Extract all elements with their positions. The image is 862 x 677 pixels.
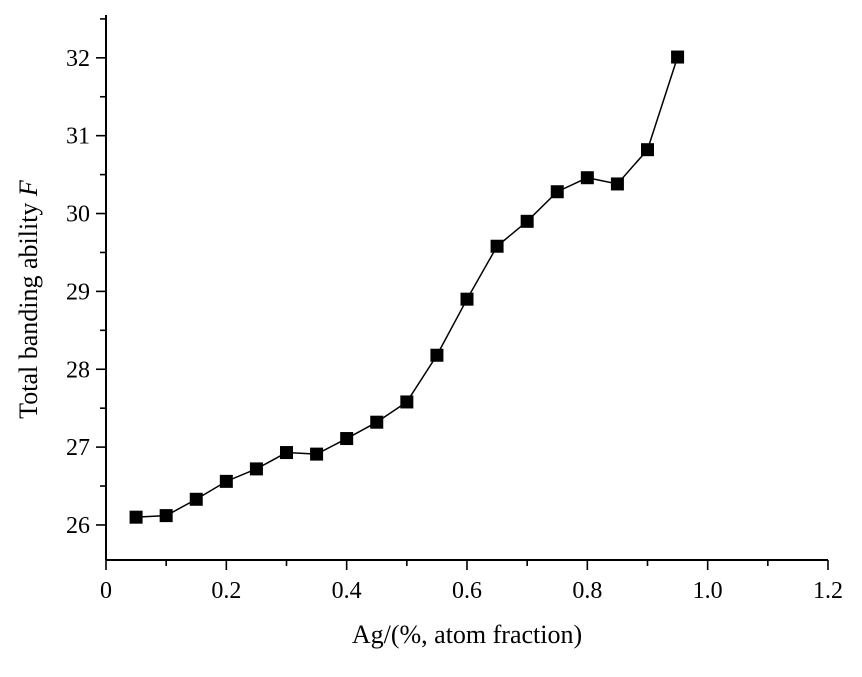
axes <box>105 15 828 561</box>
markers <box>129 50 685 524</box>
data-point <box>400 395 414 409</box>
y-tick-label: 29 <box>66 279 90 305</box>
y-ticks: 26 27 28 29 30 31 32 <box>66 18 106 539</box>
data-point <box>610 177 624 191</box>
x-ticks: 0 0.2 0.4 0.6 0.8 1.0 1.2 <box>100 560 843 604</box>
y-tick-label: 26 <box>66 513 90 539</box>
data-point <box>671 50 685 64</box>
y-tick-label: 27 <box>66 435 90 461</box>
data-point <box>370 415 384 429</box>
x-tick-label: 1.2 <box>813 578 843 604</box>
data-point <box>520 214 534 228</box>
data-point <box>249 462 263 476</box>
x-axis-title: Ag/(%, atom fraction) <box>352 620 582 649</box>
y-axis-title-text: Total banding ability <box>14 203 43 419</box>
data-point <box>580 171 594 185</box>
y-tick-label: 30 <box>66 202 90 228</box>
data-point <box>490 239 504 253</box>
data-point <box>550 185 564 199</box>
x-tick-label: 0 <box>100 578 112 604</box>
series-line <box>136 56 679 518</box>
data-point <box>219 474 233 488</box>
data-point <box>641 143 654 157</box>
y-tick-label: 28 <box>66 357 90 383</box>
data-point <box>280 446 293 460</box>
y-axis-title: Total banding ability F <box>14 179 43 419</box>
data-point <box>129 510 143 524</box>
data-point <box>189 492 203 506</box>
y-axis-title-variable: F <box>14 179 43 197</box>
data-point <box>340 432 354 446</box>
x-tick-label: 0.8 <box>572 578 602 604</box>
x-tick-label: 0.6 <box>452 578 482 604</box>
y-tick-label: 31 <box>66 124 90 150</box>
y-tick-label: 32 <box>66 46 90 72</box>
x-tick-label: 0.4 <box>332 578 362 604</box>
x-tick-label: 1.0 <box>693 578 723 604</box>
data-point <box>460 292 474 306</box>
data-point <box>159 509 173 523</box>
x-tick-label: 0.2 <box>211 578 241 604</box>
data-point <box>430 348 444 362</box>
data-point <box>310 447 324 461</box>
series <box>129 50 685 524</box>
